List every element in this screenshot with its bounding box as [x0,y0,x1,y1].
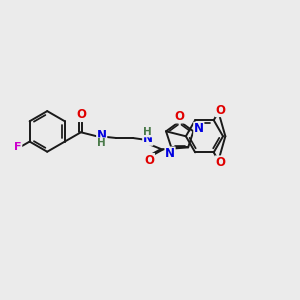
Text: O: O [215,103,225,117]
Text: F: F [14,142,22,152]
Text: N: N [165,147,175,160]
Text: H: H [97,138,106,148]
Text: O: O [76,109,86,122]
Text: N: N [97,129,107,142]
Text: H: H [143,127,152,137]
Text: N: N [143,132,153,145]
Text: O: O [215,156,225,169]
Text: N: N [194,122,204,135]
Text: O: O [145,154,154,166]
Text: O: O [175,110,185,123]
